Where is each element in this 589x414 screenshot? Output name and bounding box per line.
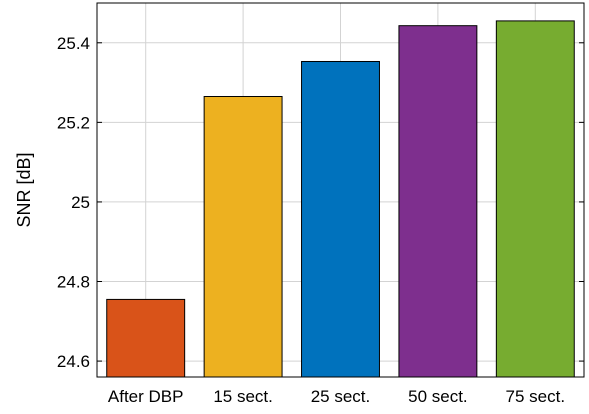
bar-50-sect <box>398 25 478 378</box>
y-tick-label: 25.4 <box>57 34 90 53</box>
bar-after-dbp <box>106 298 186 378</box>
x-tick-label: 15 sect. <box>213 387 273 406</box>
x-tick-labels: After DBP 15 sect. 25 sect. 50 sect. 75 sect… <box>108 387 565 406</box>
bar-15-sect <box>203 96 283 378</box>
bar-25-sect <box>301 60 380 378</box>
y-ticks <box>97 42 584 362</box>
y-axis-label: SNR [dB] <box>14 152 34 227</box>
y-tick-labels: 24.6 24.8 25 25.2 25.4 <box>57 34 90 371</box>
bars <box>106 20 575 378</box>
x-tick-label: 50 sect. <box>408 387 468 406</box>
bar-75-sect <box>495 20 575 378</box>
y-tick-label: 25.2 <box>57 113 90 132</box>
y-tick-label: 25 <box>71 193 90 212</box>
x-tick-label: 25 sect. <box>311 387 371 406</box>
y-tick-label: 24.6 <box>57 352 90 371</box>
x-tick-label: 75 sect. <box>506 387 566 406</box>
x-tick-label: After DBP <box>108 387 184 406</box>
y-tick-label: 24.8 <box>57 273 90 292</box>
plot-frame <box>96 2 585 378</box>
